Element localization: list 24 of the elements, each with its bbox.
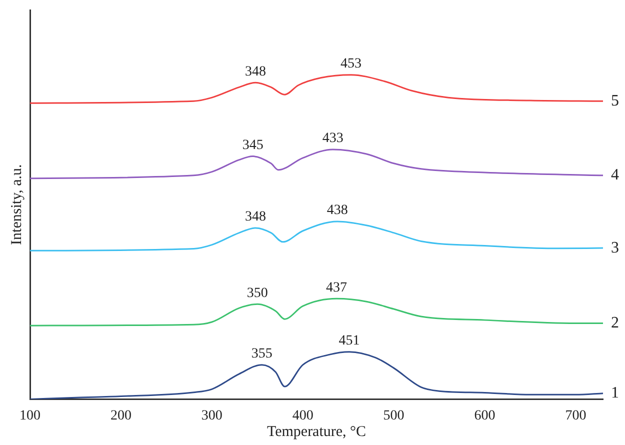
x-tick-label: 400	[292, 408, 314, 424]
annotation: 437	[326, 280, 348, 296]
annotation: 350	[246, 286, 268, 301]
y-axis-title: Intensity, a.u.	[8, 164, 25, 245]
annotation: 438	[326, 203, 348, 218]
x-tick-label: 300	[201, 408, 222, 424]
series-label: 3	[611, 239, 619, 256]
x-tick-label: 600	[474, 408, 496, 424]
x-tick-label: 500	[383, 408, 404, 424]
annotation: 345	[242, 138, 264, 153]
annotation: 451	[338, 334, 360, 349]
series-label: 2	[611, 314, 619, 332]
series-label: 5	[611, 92, 619, 110]
x-tick-label: 200	[110, 408, 132, 424]
annotation: 348	[245, 64, 266, 80]
annotation: 433	[322, 131, 344, 146]
annotation: 355	[251, 346, 272, 362]
annotation: 453	[340, 56, 362, 72]
series-label: 4	[611, 166, 619, 184]
series-label: 1	[611, 384, 619, 402]
x-tick-label: 700	[565, 408, 586, 424]
x-tick-label: 100	[20, 408, 40, 424]
x-axis-title: Temperature, °C	[266, 424, 366, 440]
annotation: 348	[245, 210, 266, 225]
